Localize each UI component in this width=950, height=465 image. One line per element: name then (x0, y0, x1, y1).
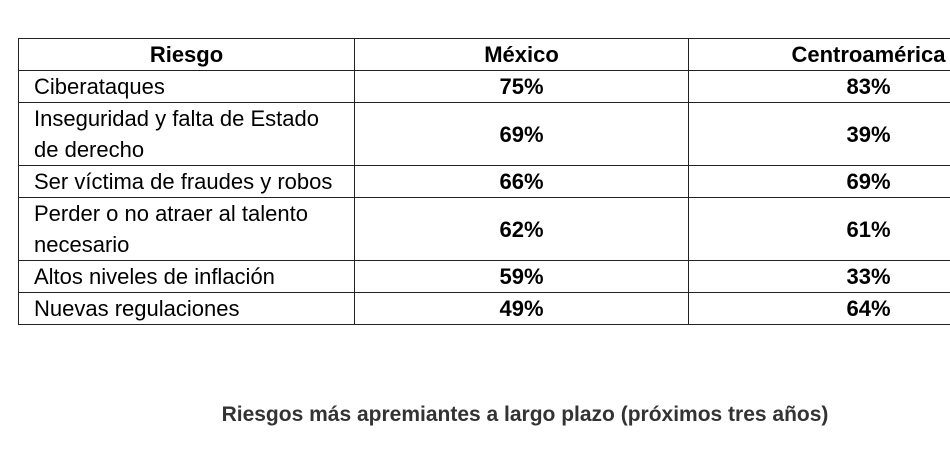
risk-label: Altos niveles de inflación (34, 264, 275, 289)
header-cell: Riesgo (18, 38, 355, 71)
percent-cell: 66% (354, 165, 689, 198)
risk-cell: Nuevas regulaciones (18, 292, 355, 325)
risk-label: Perder o no atraer al talento necesario (34, 201, 308, 257)
percent-cell: 83% (688, 70, 950, 103)
risk-label: Inseguridad y falta de Estado de derecho (34, 106, 319, 162)
percent-cell: 69% (354, 102, 689, 166)
header-cell: Centroamérica (688, 38, 950, 71)
risk-label: Ciberataques (34, 74, 165, 99)
table-body: Ciberataques 75% 83% Inseguridad y falta de… (18, 70, 950, 325)
risk-cell: Inseguridad y falta de Estado de derecho (18, 102, 355, 166)
percent-cell: 61% (688, 197, 950, 261)
percent-cell: 62% (354, 197, 689, 261)
table-row: Ciberataques 75% 83% (18, 70, 950, 103)
table-row: Ser víctima de fraudes y robos 66% 69% (18, 165, 950, 198)
risk-label: Ser víctima de fraudes y robos (34, 169, 333, 194)
risk-cell: Ciberataques (18, 70, 355, 103)
header-cell: México (354, 38, 689, 71)
risk-label: Nuevas regulaciones (34, 296, 240, 321)
percent-cell: 69% (688, 165, 950, 198)
risk-cell: Altos niveles de inflación (18, 260, 355, 293)
percent-cell: 33% (688, 260, 950, 293)
percent-cell: 39% (688, 102, 950, 166)
table-row: Nuevas regulaciones 49% 64% (18, 292, 950, 325)
table-row: Altos niveles de inflación 59% 33% (18, 260, 950, 293)
percent-cell: 75% (354, 70, 689, 103)
percent-cell: 59% (354, 260, 689, 293)
table-row: Perder o no atraer al talento necesario 6… (18, 197, 950, 261)
caption: Riesgos más apremiantes a largo plazo (p… (221, 403, 829, 426)
table-row: Inseguridad y falta de Estado de derecho… (18, 102, 950, 166)
risk-table: Riesgo México Centroamérica Ciberataques 75… (18, 38, 950, 325)
risk-cell: Perder o no atraer al talento necesario (18, 197, 355, 261)
percent-cell: 49% (354, 292, 689, 325)
percent-cell: 64% (688, 292, 950, 325)
table-container: Riesgo México Centroamérica Ciberataques 75… (18, 38, 950, 368)
risk-cell: Ser víctima de fraudes y robos (18, 165, 355, 198)
header-row: Riesgo México Centroamérica (18, 38, 950, 71)
